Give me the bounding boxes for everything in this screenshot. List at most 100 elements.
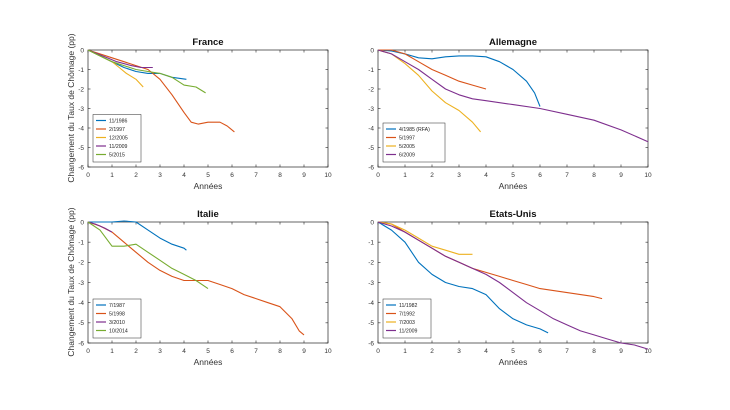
x-tick-label: 8 bbox=[278, 348, 282, 355]
x-tick-label: 8 bbox=[592, 172, 596, 179]
x-tick-label: 5 bbox=[206, 172, 210, 179]
legend-label: 7/1987 bbox=[109, 303, 125, 309]
x-tick-label: 3 bbox=[158, 172, 162, 179]
x-tick-label: 10 bbox=[324, 348, 332, 355]
chart-panel: 0 1 2 3 4 5 6 7 8 9 10 0 -1 -2 -3 -4 -5 -6 Allemagne Années… bbox=[368, 37, 652, 191]
x-tick-label: 5 bbox=[511, 348, 515, 355]
x-axis-label: Années bbox=[499, 181, 528, 191]
y-tick-label: -1 bbox=[368, 239, 374, 246]
x-tick-label: 4 bbox=[484, 172, 488, 179]
x-tick-label: 5 bbox=[511, 172, 515, 179]
y-tick-label: -2 bbox=[368, 86, 374, 93]
x-tick-label: 7 bbox=[254, 172, 258, 179]
legend-label: 2/1997 bbox=[109, 127, 125, 133]
y-tick-label: -6 bbox=[78, 340, 84, 347]
y-tick-label: -3 bbox=[78, 106, 84, 113]
x-tick-label: 10 bbox=[644, 172, 652, 179]
legend-label: 10/2014 bbox=[109, 329, 128, 335]
y-tick-label: -6 bbox=[368, 340, 374, 347]
x-tick-label: 2 bbox=[134, 172, 138, 179]
y-tick-label: 0 bbox=[370, 47, 374, 54]
x-tick-label: 3 bbox=[457, 348, 461, 355]
y-tick-label: -3 bbox=[78, 280, 84, 287]
y-tick-label: -2 bbox=[78, 86, 84, 93]
y-tick-label: -4 bbox=[368, 300, 374, 307]
x-tick-label: 0 bbox=[86, 172, 90, 179]
legend-label: 11/1982 bbox=[399, 303, 417, 309]
x-tick-label: 4 bbox=[484, 348, 488, 355]
chart-title: Italie bbox=[197, 209, 219, 220]
x-tick-label: 6 bbox=[538, 348, 542, 355]
legend: 11/1982 7/1992 7/2003 11/2009 bbox=[382, 298, 432, 339]
legend-label: 5/2015 bbox=[109, 153, 125, 159]
x-tick-label: 6 bbox=[230, 348, 234, 355]
legend-label: 12/2005 bbox=[109, 136, 128, 142]
x-tick-label: 9 bbox=[302, 172, 306, 179]
x-tick-label: 3 bbox=[158, 348, 162, 355]
x-tick-label: 7 bbox=[254, 348, 258, 355]
y-tick-label: -1 bbox=[78, 239, 84, 246]
y-tick-label: 0 bbox=[80, 219, 84, 226]
legend-label: 11/2009 bbox=[109, 144, 127, 150]
y-tick-label: 0 bbox=[370, 219, 374, 226]
x-tick-label: 6 bbox=[538, 172, 542, 179]
chart-panel: 0 1 2 3 4 5 6 7 8 9 10 0 -1 -2 -3 -4 -5 -6 Etats-Unis Année… bbox=[368, 209, 652, 367]
x-tick-label: 2 bbox=[430, 172, 434, 179]
x-tick-label: 9 bbox=[619, 172, 623, 179]
x-tick-label: 7 bbox=[565, 348, 569, 355]
series-line bbox=[87, 49, 153, 69]
y-tick-label: -3 bbox=[368, 106, 374, 113]
x-tick-label: 1 bbox=[110, 348, 114, 355]
x-tick-label: 4 bbox=[182, 348, 186, 355]
legend-label: 5/1997 bbox=[399, 136, 415, 142]
x-tick-label: 1 bbox=[403, 348, 407, 355]
x-tick-label: 0 bbox=[376, 348, 380, 355]
legend-label: 7/2003 bbox=[399, 320, 415, 326]
y-tick-label: -6 bbox=[78, 164, 84, 171]
legend-label: 5/1998 bbox=[109, 312, 125, 318]
y-tick-label: -5 bbox=[78, 145, 84, 152]
x-tick-label: 0 bbox=[86, 348, 90, 355]
series-line bbox=[87, 49, 235, 133]
series-line bbox=[88, 220, 187, 251]
y-tick-label: -1 bbox=[368, 67, 374, 74]
x-tick-label: 6 bbox=[230, 172, 234, 179]
x-tick-label: 8 bbox=[278, 172, 282, 179]
series-line bbox=[377, 221, 473, 255]
x-tick-label: 9 bbox=[302, 348, 306, 355]
x-axis-label: Années bbox=[194, 181, 223, 191]
series-line bbox=[87, 221, 113, 233]
x-tick-label: 7 bbox=[565, 172, 569, 179]
x-tick-label: 1 bbox=[403, 172, 407, 179]
legend: 4/1985 (RFA) 5/1997 5/2005 6/2009 bbox=[382, 122, 446, 163]
legend: 7/1987 5/1998 3/2010 10/2014 bbox=[92, 298, 142, 339]
x-tick-label: 10 bbox=[644, 348, 652, 355]
y-tick-label: -6 bbox=[368, 164, 374, 171]
x-tick-label: 2 bbox=[430, 348, 434, 355]
y-axis-label: Changement du Taux de Chômage (pp) bbox=[66, 207, 76, 356]
y-tick-label: -5 bbox=[368, 145, 374, 152]
y-tick-label: 0 bbox=[80, 47, 84, 54]
legend-label: 6/2009 bbox=[399, 153, 415, 159]
x-axis-label: Années bbox=[194, 357, 223, 367]
series-line bbox=[87, 221, 305, 336]
x-tick-label: 2 bbox=[134, 348, 138, 355]
series-line bbox=[87, 221, 209, 290]
legend-label: 7/1992 bbox=[399, 312, 415, 318]
y-tick-label: -2 bbox=[78, 260, 84, 267]
shared-ylabel: Changement du Taux de Chômage (pp) bbox=[66, 33, 76, 182]
chart-title: Allemagne bbox=[489, 37, 537, 48]
chart-panel: 0 1 2 3 4 5 6 7 8 9 10 0 -1 -2 -3 -4 -5 -6 Italie Années 7/1… bbox=[78, 209, 332, 367]
y-tick-label: -5 bbox=[368, 320, 374, 327]
legend: 11/1986 2/1997 12/2005 11/2009 5/2015 bbox=[92, 114, 142, 163]
series-line bbox=[378, 49, 487, 90]
x-tick-label: 10 bbox=[324, 172, 332, 179]
x-axis-label: Années bbox=[499, 357, 528, 367]
x-tick-label: 4 bbox=[182, 172, 186, 179]
chart-panel: 0 1 2 3 4 5 6 7 8 9 10 0 -1 -2 -3 -4 -5 -6 France Années 11/… bbox=[78, 37, 332, 191]
legend-label: 11/1986 bbox=[109, 119, 127, 125]
x-tick-label: 5 bbox=[206, 348, 210, 355]
series-line bbox=[87, 49, 206, 94]
y-tick-label: -5 bbox=[78, 320, 84, 327]
